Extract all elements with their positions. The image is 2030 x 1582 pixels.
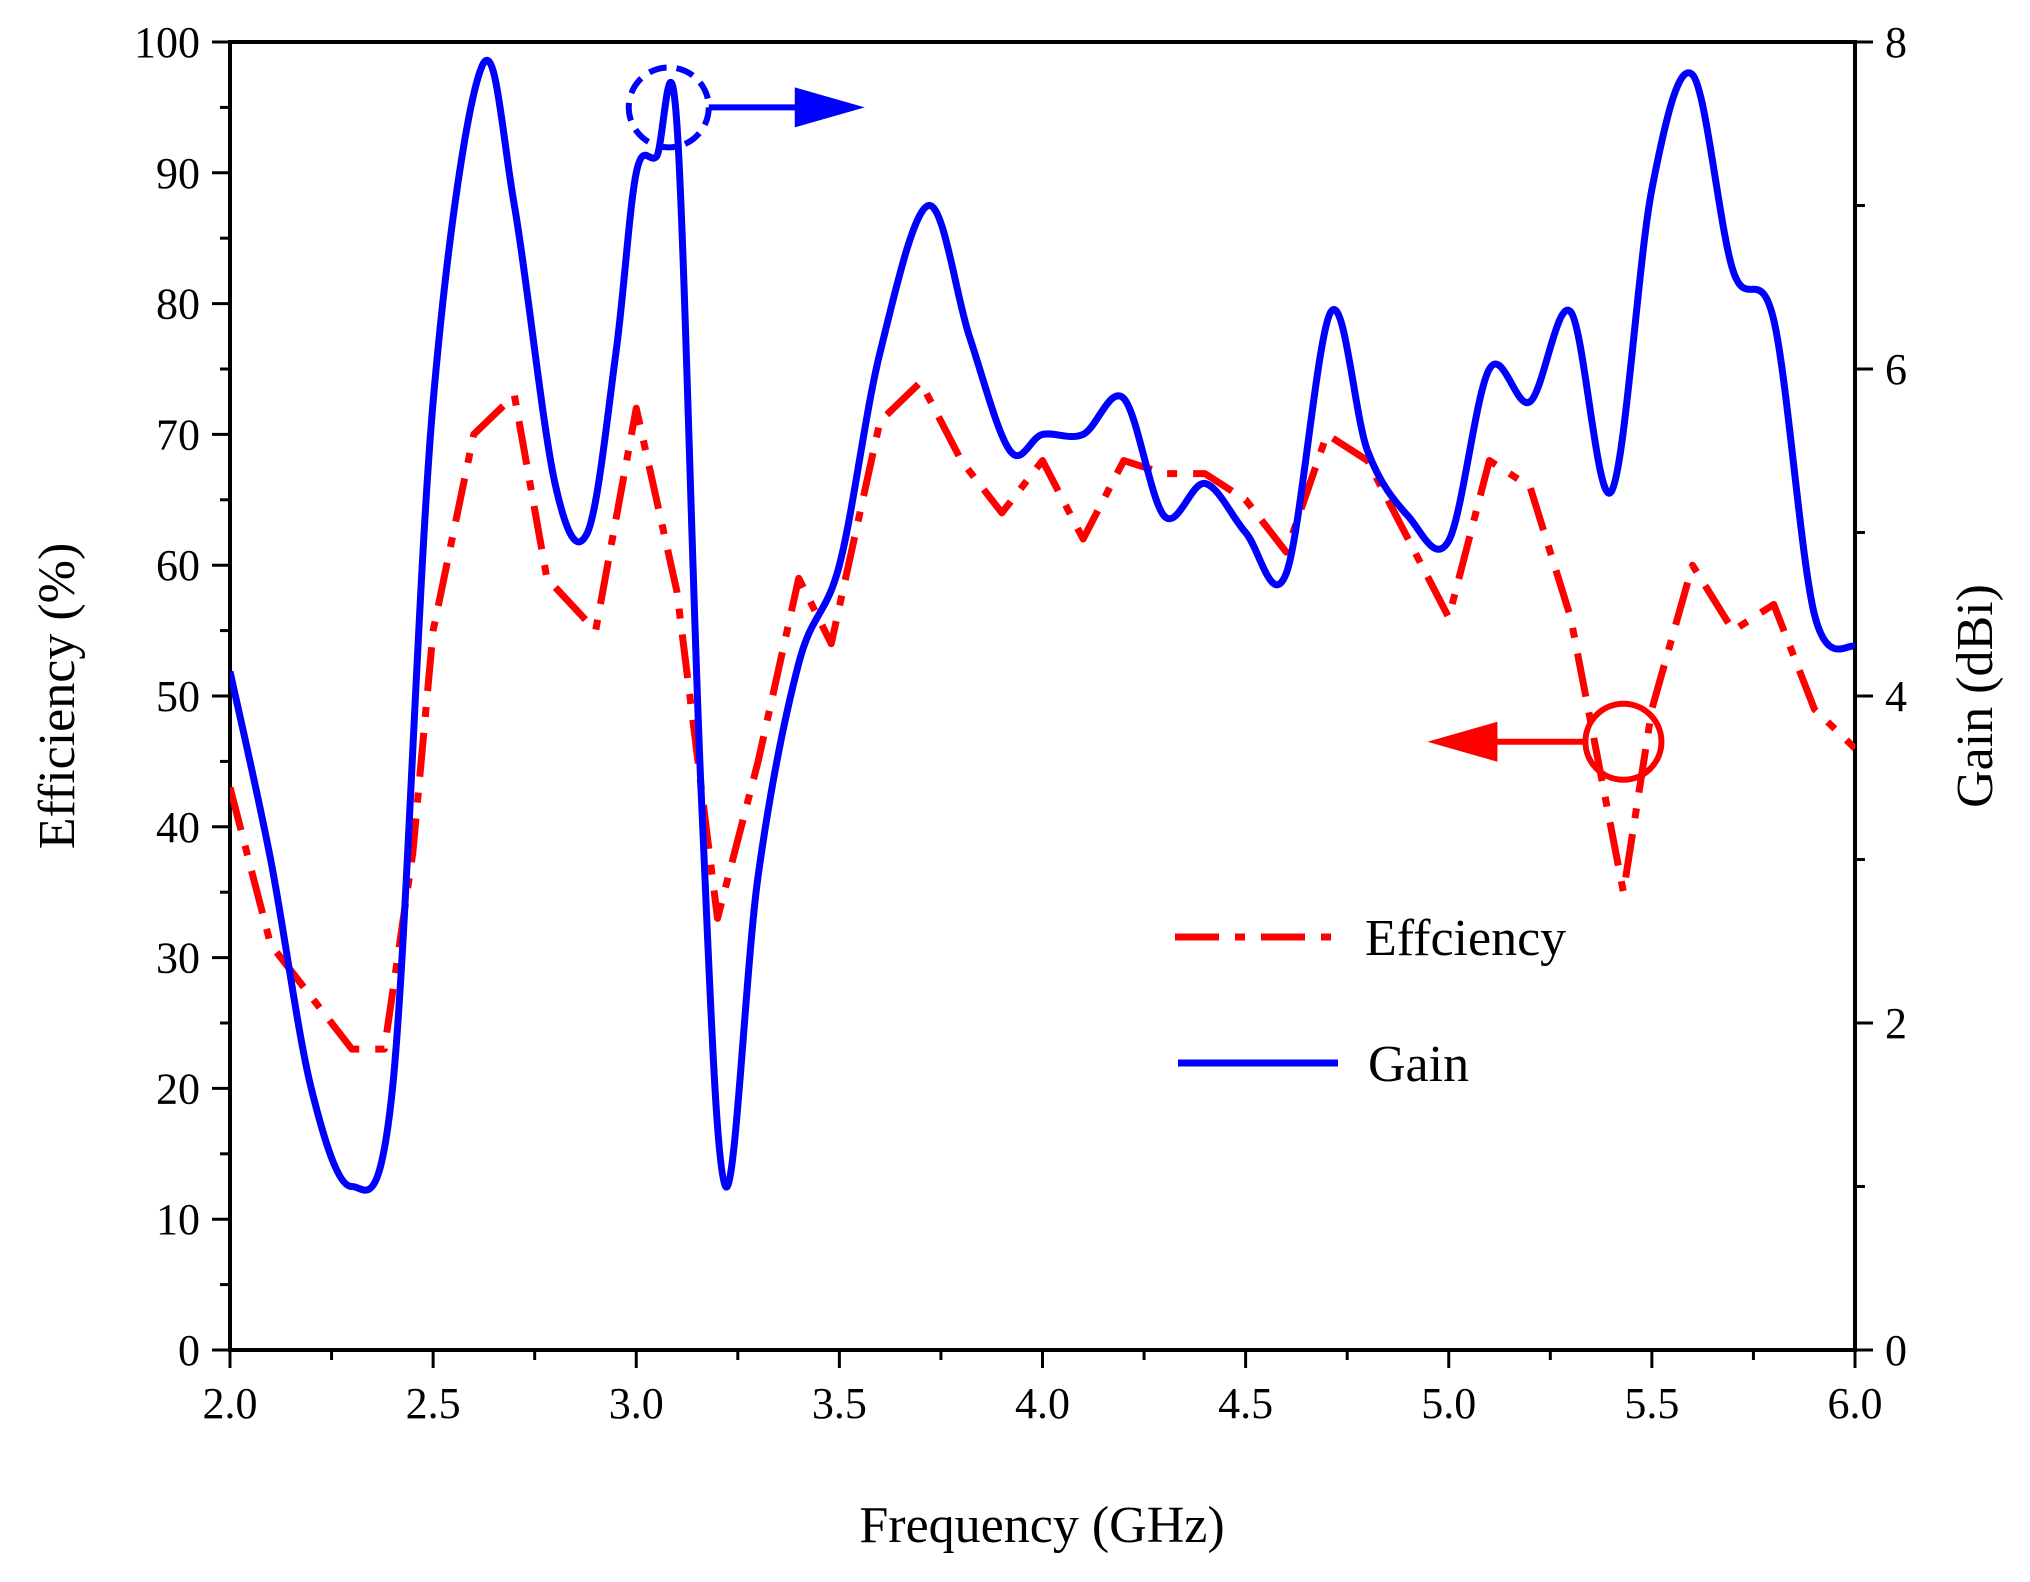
gain-series-line (230, 56, 1855, 1194)
x-tick-label: 4.5 (1218, 1379, 1273, 1428)
x-tick-label: 5.0 (1421, 1379, 1476, 1428)
efficiency-indicator-arrow-head (1427, 721, 1498, 762)
y2-tick-label: 8 (1885, 18, 1907, 67)
y-tick-label: 10 (156, 1195, 200, 1244)
x-tick-label: 4.0 (1015, 1379, 1070, 1428)
x-tick-label: 3.5 (812, 1379, 867, 1428)
y2-tick-label: 6 (1885, 345, 1907, 394)
x-axis-title: Frequency (GHz) (859, 1497, 1224, 1554)
y-tick-label: 20 (156, 1064, 200, 1113)
x-tick-label: 2.5 (406, 1379, 461, 1428)
x-tick-label: 3.0 (609, 1379, 664, 1428)
plot-frame (228, 40, 1857, 1352)
y2-axis-title: Gain (dBi) (1947, 584, 2004, 808)
y-tick-label: 70 (156, 410, 200, 459)
y-tick-label: 50 (156, 672, 200, 721)
y-axis-right: 0 2 4 6 8 (1855, 18, 1907, 1375)
efficiency-series-line (230, 378, 1855, 1053)
legend-gain-label: Gain (1368, 1036, 1469, 1093)
x-tick-label: 5.5 (1624, 1379, 1679, 1428)
y-axis-title: Efficiency (%) (29, 543, 86, 850)
y-tick-label: 90 (156, 149, 200, 198)
legend: Effciency Gain (1175, 910, 1566, 1093)
y-tick-label: 100 (134, 18, 200, 67)
x-tick-label: 2.0 (203, 1379, 258, 1428)
y2-tick-label: 0 (1885, 1326, 1907, 1375)
gain-indicator-arrow-head (794, 87, 865, 128)
y-tick-label: 80 (156, 280, 200, 329)
y-tick-label: 60 (156, 541, 200, 590)
y-tick-label: 0 (178, 1326, 200, 1375)
y-tick-label: 30 (156, 934, 200, 983)
y2-tick-label: 4 (1885, 672, 1907, 721)
x-tick-label: 6.0 (1828, 1379, 1883, 1428)
y-tick-label: 40 (156, 803, 200, 852)
efficiency-axis-indicator (1427, 700, 1665, 783)
y2-tick-label: 2 (1885, 999, 1907, 1048)
x-axis: 2.0 2.5 3.0 3.5 4.0 4.5 5.0 5.5 6.0 (203, 1350, 1883, 1428)
y-axis-left: 0 10 20 30 40 50 60 70 80 90 100 (134, 18, 230, 1375)
gain-axis-indicator (625, 64, 865, 151)
legend-efficiency-label: Effciency (1365, 910, 1566, 967)
